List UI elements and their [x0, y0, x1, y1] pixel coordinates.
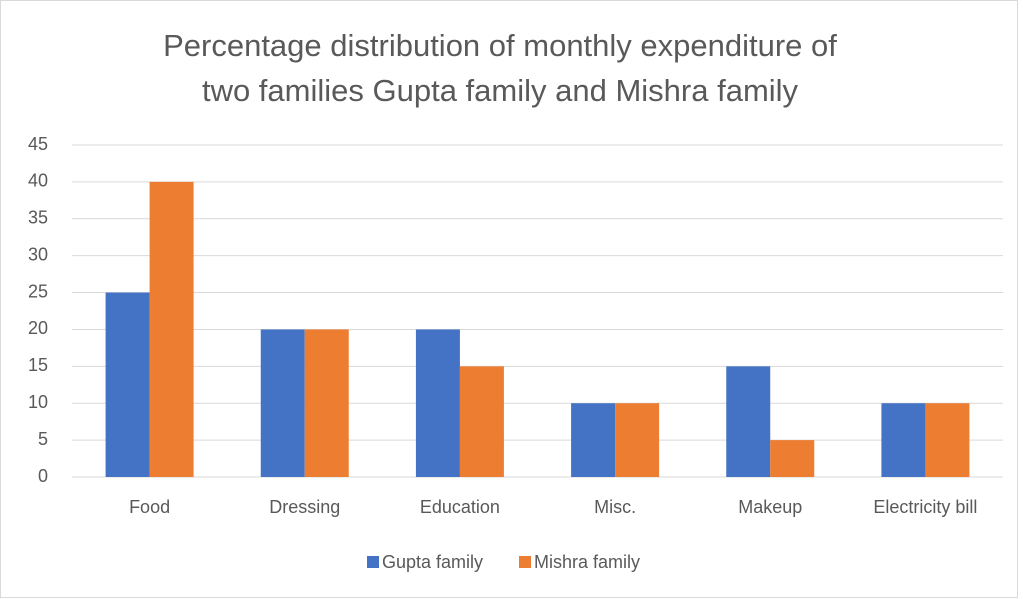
legend-swatch	[519, 556, 531, 568]
chart-title: Percentage distribution of monthly expen…	[163, 28, 837, 63]
y-tick-label: 30	[28, 244, 48, 264]
bar	[925, 403, 970, 477]
chart-title: two families Gupta family and Mishra fam…	[202, 73, 799, 108]
bar	[571, 403, 616, 477]
legend-swatch	[367, 556, 379, 568]
y-tick-label: 40	[28, 171, 48, 191]
x-tick-label: Electricity bill	[873, 497, 977, 517]
bar	[105, 292, 150, 477]
bar	[615, 403, 660, 477]
x-tick-label: Food	[129, 497, 170, 517]
bar	[881, 403, 926, 477]
y-tick-label: 0	[38, 466, 48, 486]
y-tick-label: 25	[28, 281, 48, 301]
legend-label: Mishra family	[534, 552, 640, 572]
x-tick-label: Dressing	[269, 497, 340, 517]
y-tick-label: 5	[38, 429, 48, 449]
bar	[770, 440, 815, 477]
bar	[459, 366, 504, 477]
bar	[260, 329, 305, 477]
x-tick-label: Misc.	[594, 497, 636, 517]
bar	[149, 181, 194, 477]
x-tick-label: Education	[420, 497, 500, 517]
bar	[415, 329, 460, 477]
bar	[726, 366, 771, 477]
x-tick-label: Makeup	[738, 497, 802, 517]
legend-label: Gupta family	[382, 552, 483, 572]
y-tick-label: 10	[28, 392, 48, 412]
y-tick-label: 20	[28, 318, 48, 338]
y-tick-label: 35	[28, 208, 48, 228]
y-tick-label: 45	[28, 134, 48, 154]
y-tick-label: 15	[28, 355, 48, 375]
bar	[304, 329, 349, 477]
